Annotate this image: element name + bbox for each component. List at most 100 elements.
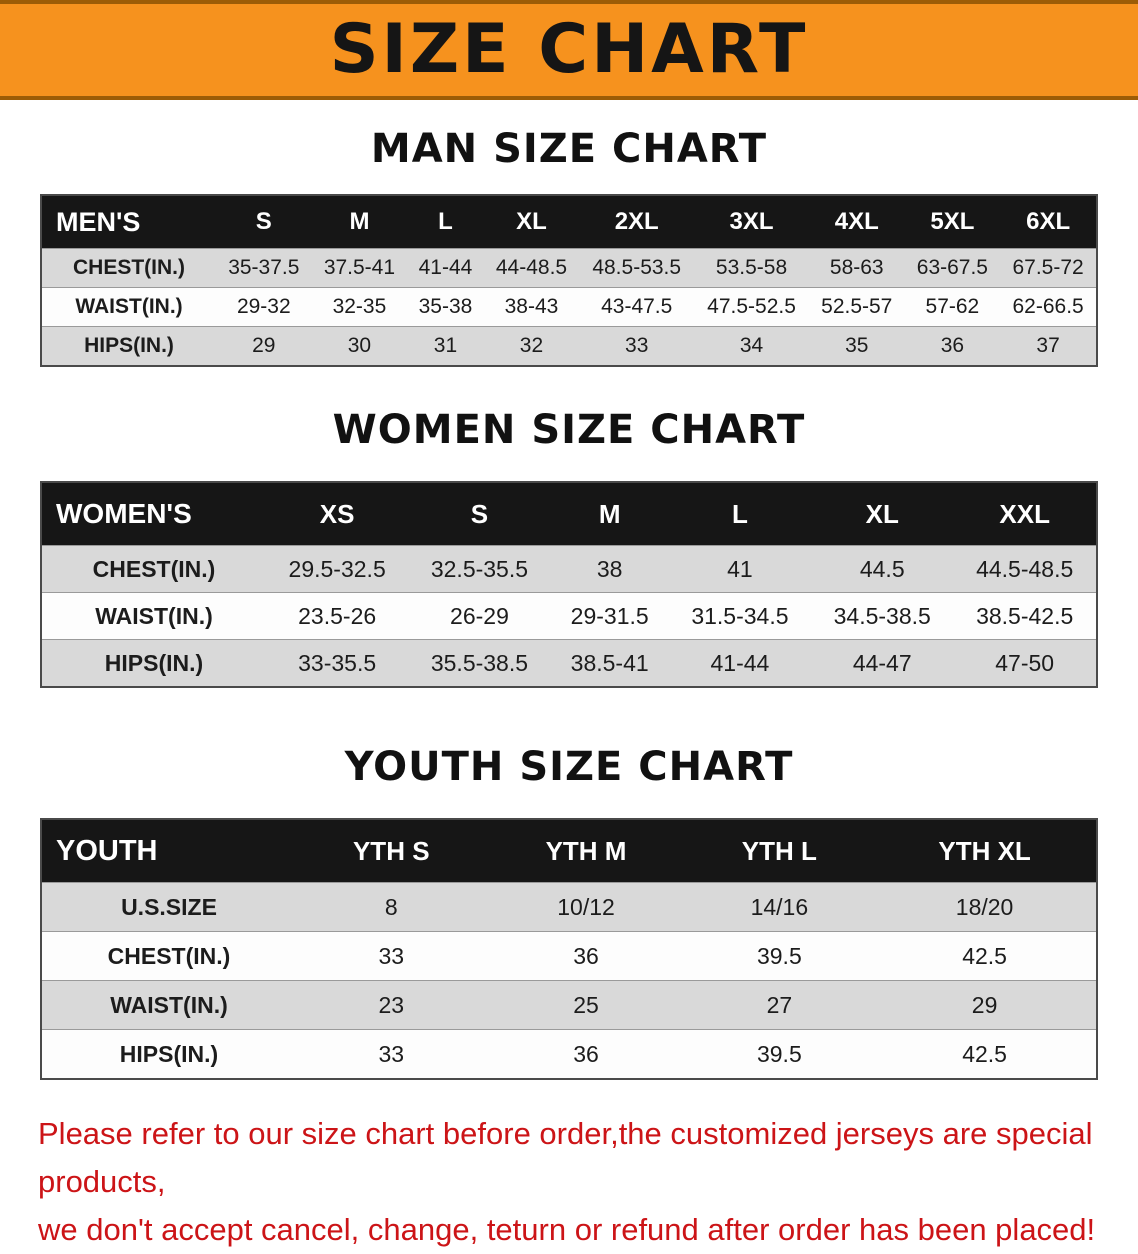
women-size-table-slot: WOMEN'S XS S M L XL XXL CHEST(IN.) 29.5-32.5 32.5…	[0, 481, 1138, 688]
table-cell: 42.5	[873, 931, 1097, 981]
table-row: WAIST(IN.) 23 25 27 29	[41, 980, 1097, 1030]
header-row: MEN'S S M L XL 2XL 3XL 4XL 5XL 6XL	[41, 195, 1097, 249]
column-header: L	[407, 195, 484, 249]
column-header: M	[550, 482, 669, 546]
size-chart-banner: SIZE CHART	[0, 0, 1138, 100]
column-header: 2XL	[579, 195, 695, 249]
row-label: HIPS(IN.)	[41, 1029, 296, 1079]
disclaimer-line-2: we don't accept cancel, change, teturn o…	[38, 1212, 1096, 1248]
table-cell: 30	[311, 326, 408, 366]
row-label: U.S.SIZE	[41, 882, 296, 932]
table-cell: 32-35	[311, 287, 408, 327]
men-section-heading: MAN SIZE CHART	[370, 126, 768, 172]
column-header: 5XL	[904, 195, 1001, 249]
column-header: YTH S	[296, 819, 487, 883]
row-label: CHEST(IN.)	[41, 931, 296, 981]
table-cell: 37	[1000, 326, 1097, 366]
column-header: S	[216, 195, 312, 249]
column-header: XXL	[953, 482, 1097, 546]
table-cell: 32	[483, 326, 580, 366]
table-cell: 29-32	[216, 287, 312, 327]
table-cell: 47-50	[953, 639, 1097, 687]
youth-section-heading: YOUTH SIZE CHART	[344, 744, 794, 790]
table-cell: 34	[694, 326, 809, 366]
table-cell: 52.5-57	[808, 287, 905, 327]
table-cell: 58-63	[808, 248, 905, 288]
table-row: HIPS(IN.) 33 36 39.5 42.5	[41, 1029, 1097, 1079]
table-cell: 38	[550, 545, 669, 593]
column-header: 6XL	[1000, 195, 1097, 249]
column-header: YTH XL	[873, 819, 1097, 883]
table-cell: 39.5	[685, 931, 874, 981]
men-size-corner-label: MEN'S	[41, 195, 216, 249]
table-cell: 29.5-32.5	[266, 545, 409, 593]
table-cell: 33-35.5	[266, 639, 409, 687]
table-cell: 44.5	[811, 545, 954, 593]
row-label: CHEST(IN.)	[41, 545, 266, 593]
table-cell: 44-47	[811, 639, 954, 687]
men-size-table: MEN'S S M L XL 2XL 3XL 4XL 5XL 6XL CHEST(IN.) 35-37…	[40, 194, 1098, 367]
table-cell: 57-62	[904, 287, 1001, 327]
banner-title: SIZE CHART	[329, 10, 809, 89]
table-row: HIPS(IN.) 33-35.5 35.5-38.5 38.5-41 41-44 44-…	[41, 639, 1097, 687]
table-cell: 53.5-58	[694, 248, 809, 288]
table-cell: 14/16	[685, 882, 874, 932]
table-cell: 29	[873, 980, 1097, 1030]
row-label: WAIST(IN.)	[41, 287, 216, 327]
column-header: YTH M	[486, 819, 686, 883]
row-label: WAIST(IN.)	[41, 592, 266, 640]
column-header: XL	[811, 482, 954, 546]
row-label: CHEST(IN.)	[41, 248, 216, 288]
column-header: S	[408, 482, 551, 546]
column-header: YTH L	[685, 819, 874, 883]
table-cell: 48.5-53.5	[579, 248, 695, 288]
table-cell: 29-31.5	[550, 592, 669, 640]
table-cell: 36	[904, 326, 1001, 366]
table-cell: 37.5-41	[311, 248, 408, 288]
table-row: WAIST(IN.) 29-32 32-35 35-38 38-43 43-47.5 47.…	[41, 287, 1097, 327]
column-header: L	[668, 482, 812, 546]
women-size-corner-label: WOMEN'S	[41, 482, 266, 546]
table-cell: 39.5	[685, 1029, 874, 1079]
youth-size-section: YOUTH SIZE CHART YOUTH YTH S YTH M YTH L YTH…	[0, 744, 1138, 1080]
table-cell: 47.5-52.5	[694, 287, 809, 327]
table-cell: 25	[486, 980, 686, 1030]
women-size-section: WOMEN SIZE CHART WOMEN'S XS S M L XL XXL CHEST(…	[0, 407, 1138, 688]
header-row: YOUTH YTH S YTH M YTH L YTH XL	[41, 819, 1097, 883]
women-section-heading: WOMEN SIZE CHART	[332, 407, 806, 453]
table-cell: 33	[296, 931, 487, 981]
youth-size-table-slot: YOUTH YTH S YTH M YTH L YTH XL U.S.SIZE 8 10/12…	[0, 818, 1138, 1080]
table-cell: 8	[296, 882, 487, 932]
table-cell: 29	[216, 326, 312, 366]
table-cell: 41-44	[407, 248, 484, 288]
table-cell: 38-43	[483, 287, 580, 327]
table-cell: 36	[486, 1029, 686, 1079]
table-row: HIPS(IN.) 29 30 31 32 33 34 35 36 37	[41, 326, 1097, 366]
table-row: WAIST(IN.) 23.5-26 26-29 29-31.5 31.5-34.5 34…	[41, 592, 1097, 640]
table-cell: 63-67.5	[904, 248, 1001, 288]
youth-size-table: YOUTH YTH S YTH M YTH L YTH XL U.S.SIZE 8 10/12…	[40, 818, 1098, 1080]
table-row: CHEST(IN.) 33 36 39.5 42.5	[41, 931, 1097, 981]
table-cell: 27	[685, 980, 874, 1030]
table-cell: 38.5-42.5	[953, 592, 1097, 640]
table-cell: 44-48.5	[483, 248, 580, 288]
column-header: XL	[483, 195, 580, 249]
row-label: WAIST(IN.)	[41, 980, 296, 1030]
men-size-section: MAN SIZE CHART MEN'S S M L XL 2XL 3XL 4XL 5XL 6XL…	[0, 126, 1138, 367]
table-cell: 35.5-38.5	[408, 639, 551, 687]
men-size-table-slot: MEN'S S M L XL 2XL 3XL 4XL 5XL 6XL CHEST(IN.) 35-37…	[0, 194, 1138, 367]
disclaimer-line-1: Please refer to our size chart before or…	[38, 1116, 1093, 1200]
table-cell: 26-29	[408, 592, 551, 640]
women-size-table: WOMEN'S XS S M L XL XXL CHEST(IN.) 29.5-32.5 32.5…	[40, 481, 1098, 688]
table-cell: 67.5-72	[1000, 248, 1097, 288]
table-row: CHEST(IN.) 35-37.5 37.5-41 41-44 44-48.5 48.5…	[41, 248, 1097, 288]
table-cell: 34.5-38.5	[811, 592, 954, 640]
table-cell: 10/12	[486, 882, 686, 932]
table-cell: 32.5-35.5	[408, 545, 551, 593]
table-cell: 23.5-26	[266, 592, 409, 640]
table-cell: 33	[579, 326, 695, 366]
table-cell: 62-66.5	[1000, 287, 1097, 327]
column-header: M	[311, 195, 408, 249]
table-cell: 43-47.5	[579, 287, 695, 327]
row-label: HIPS(IN.)	[41, 639, 266, 687]
